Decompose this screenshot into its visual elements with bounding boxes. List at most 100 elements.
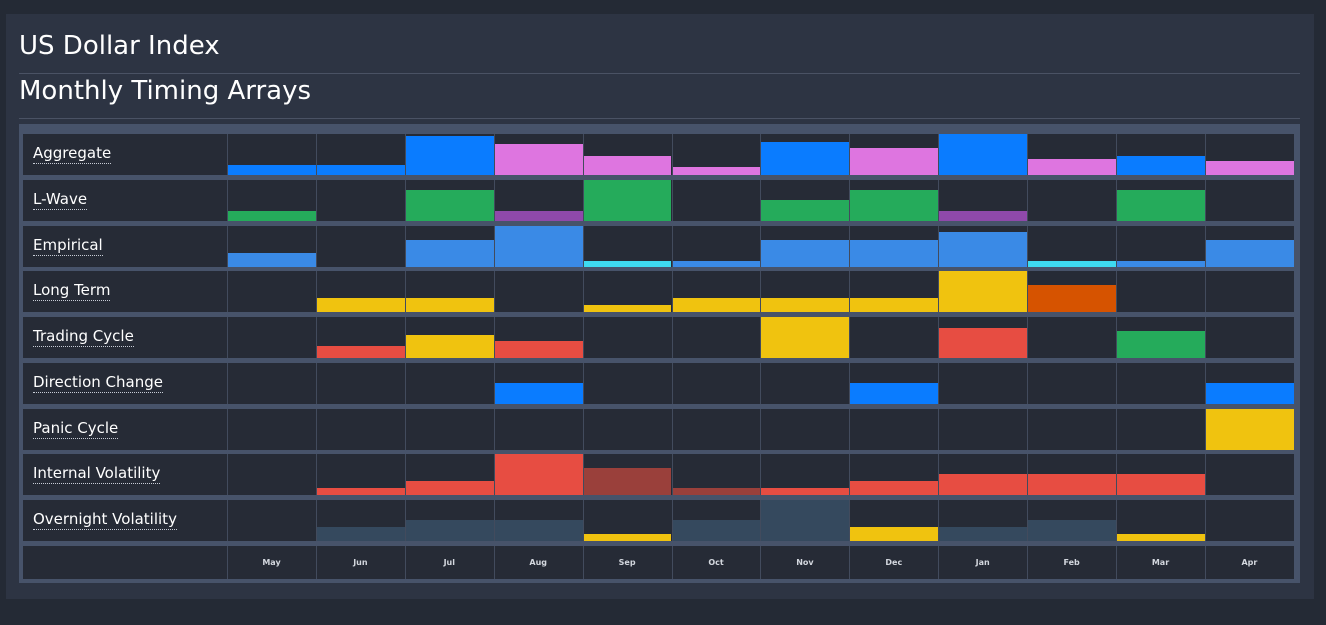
- bar-overnight-volatility-feb[interactable]: [1028, 520, 1116, 541]
- bar-panic-cycle-apr[interactable]: [1205, 408, 1294, 450]
- bar-overnight-volatility-oct[interactable]: [672, 520, 761, 541]
- bar-internal-volatility-dec[interactable]: [850, 481, 939, 496]
- grid-line: [315, 271, 317, 313]
- bar-internal-volatility-sep[interactable]: [583, 468, 672, 496]
- row-panic-cycle: Panic Cycle: [23, 408, 1294, 450]
- bar-l-wave-jan[interactable]: [939, 210, 1028, 221]
- bar-internal-volatility-oct[interactable]: [672, 488, 761, 496]
- bar-long-term-nov[interactable]: [761, 298, 850, 313]
- row-label-panic-cycle[interactable]: Panic Cycle: [33, 418, 119, 439]
- bar-l-wave-mar[interactable]: [1117, 189, 1205, 221]
- grid-line: [671, 362, 673, 404]
- grid-line: [227, 179, 228, 221]
- grid-line: [671, 271, 673, 313]
- row-label-empirical[interactable]: Empirical: [33, 235, 103, 256]
- bar-aggregate-sep[interactable]: [583, 156, 672, 175]
- bar-aggregate-apr[interactable]: [1205, 161, 1294, 175]
- bar-trading-cycle-nov[interactable]: [761, 317, 850, 358]
- grid-line: [1116, 271, 1117, 313]
- grid-line: [849, 408, 851, 450]
- bar-l-wave-nov[interactable]: [761, 199, 850, 221]
- bar-trading-cycle-jun[interactable]: [316, 346, 405, 358]
- grid-line: [493, 500, 495, 541]
- bar-internal-volatility-jul[interactable]: [405, 481, 494, 496]
- bar-overnight-volatility-mar[interactable]: [1117, 534, 1205, 541]
- grid-line: [671, 408, 673, 450]
- bar-l-wave-dec[interactable]: [850, 189, 939, 221]
- bar-aggregate-dec[interactable]: [850, 148, 939, 175]
- grid-line: [671, 225, 673, 267]
- chart-subtitle: Monthly Timing Arrays: [19, 78, 1300, 119]
- bar-internal-volatility-nov[interactable]: [761, 488, 850, 496]
- bar-internal-volatility-aug[interactable]: [494, 454, 583, 496]
- row-label-l-wave[interactable]: L-Wave: [33, 189, 88, 210]
- grid-line: [315, 225, 317, 267]
- bar-trading-cycle-jan[interactable]: [939, 328, 1028, 358]
- grid-line: [493, 362, 495, 404]
- bar-overnight-volatility-sep[interactable]: [583, 534, 672, 541]
- bar-aggregate-aug[interactable]: [494, 144, 583, 175]
- bar-long-term-feb[interactable]: [1028, 285, 1116, 313]
- bar-overnight-volatility-aug[interactable]: [494, 520, 583, 541]
- bar-empirical-aug[interactable]: [494, 225, 583, 267]
- bar-l-wave-aug[interactable]: [494, 210, 583, 221]
- row-label-direction-change[interactable]: Direction Change: [33, 372, 163, 393]
- bar-long-term-jun[interactable]: [316, 298, 405, 313]
- bar-internal-volatility-jan[interactable]: [939, 474, 1028, 496]
- bar-empirical-apr[interactable]: [1205, 239, 1294, 267]
- bar-aggregate-feb[interactable]: [1028, 159, 1116, 175]
- bar-empirical-may[interactable]: [228, 252, 316, 267]
- grid-line: [404, 179, 406, 221]
- grid-line: [1204, 546, 1206, 579]
- bar-overnight-volatility-dec[interactable]: [850, 527, 939, 541]
- bar-internal-volatility-feb[interactable]: [1028, 474, 1116, 496]
- bar-long-term-sep[interactable]: [583, 305, 672, 313]
- row-empirical: Empirical: [23, 225, 1294, 267]
- bar-empirical-mar[interactable]: [1117, 260, 1205, 267]
- bar-trading-cycle-aug[interactable]: [494, 341, 583, 358]
- bar-aggregate-jul[interactable]: [405, 136, 494, 175]
- bar-internal-volatility-jun[interactable]: [316, 488, 405, 496]
- bar-overnight-volatility-jun[interactable]: [316, 527, 405, 541]
- bar-aggregate-nov[interactable]: [761, 142, 850, 175]
- bar-empirical-sep[interactable]: [583, 260, 672, 267]
- bar-long-term-jul[interactable]: [405, 298, 494, 313]
- grid-line: [671, 179, 673, 221]
- bar-empirical-dec[interactable]: [850, 239, 939, 267]
- bar-aggregate-jun[interactable]: [316, 165, 405, 175]
- bar-direction-change-aug[interactable]: [494, 382, 583, 404]
- row-label-aggregate[interactable]: Aggregate: [33, 144, 112, 164]
- bar-trading-cycle-mar[interactable]: [1117, 331, 1205, 358]
- bar-long-term-jan[interactable]: [939, 271, 1028, 313]
- bar-long-term-oct[interactable]: [672, 298, 761, 313]
- bar-l-wave-sep[interactable]: [583, 179, 672, 221]
- bar-empirical-jan[interactable]: [939, 231, 1028, 267]
- grid-line: [1027, 179, 1029, 221]
- bar-long-term-dec[interactable]: [850, 298, 939, 313]
- bar-overnight-volatility-jul[interactable]: [405, 520, 494, 541]
- bar-l-wave-jul[interactable]: [405, 189, 494, 221]
- bar-direction-change-apr[interactable]: [1205, 382, 1294, 404]
- row-label-long-term[interactable]: Long Term: [33, 281, 111, 302]
- grid-line: [938, 454, 940, 496]
- bar-overnight-volatility-jan[interactable]: [939, 527, 1028, 541]
- grid-line: [1116, 317, 1117, 358]
- bar-overnight-volatility-nov[interactable]: [761, 500, 850, 541]
- row-label-internal-volatility[interactable]: Internal Volatility: [33, 464, 161, 485]
- bar-empirical-oct[interactable]: [672, 260, 761, 267]
- row-internal-volatility: Internal Volatility: [23, 454, 1294, 496]
- bar-aggregate-oct[interactable]: [672, 167, 761, 175]
- bar-internal-volatility-mar[interactable]: [1117, 474, 1205, 496]
- bar-aggregate-may[interactable]: [228, 165, 316, 175]
- row-label-overnight-volatility[interactable]: Overnight Volatility: [33, 510, 177, 530]
- row-label-trading-cycle[interactable]: Trading Cycle: [33, 327, 134, 347]
- bar-trading-cycle-jul[interactable]: [405, 335, 494, 358]
- bar-aggregate-jan[interactable]: [939, 134, 1028, 175]
- bar-aggregate-mar[interactable]: [1117, 156, 1205, 175]
- grid-line: [315, 317, 317, 358]
- bar-direction-change-dec[interactable]: [850, 382, 939, 404]
- bar-l-wave-may[interactable]: [228, 210, 316, 221]
- bar-empirical-jul[interactable]: [405, 239, 494, 267]
- bar-empirical-nov[interactable]: [761, 239, 850, 267]
- bar-empirical-feb[interactable]: [1028, 260, 1116, 267]
